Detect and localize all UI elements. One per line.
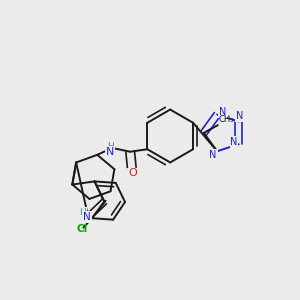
Text: N: N bbox=[230, 137, 238, 147]
Text: N: N bbox=[209, 150, 217, 160]
Text: N: N bbox=[106, 147, 115, 157]
Text: Cl: Cl bbox=[77, 224, 88, 234]
Text: N: N bbox=[83, 212, 91, 222]
Text: H: H bbox=[79, 208, 86, 217]
Text: H: H bbox=[107, 142, 114, 151]
Text: O: O bbox=[128, 169, 137, 178]
Text: CH₃: CH₃ bbox=[219, 115, 234, 124]
Text: N: N bbox=[236, 111, 243, 121]
Text: N: N bbox=[219, 107, 226, 117]
